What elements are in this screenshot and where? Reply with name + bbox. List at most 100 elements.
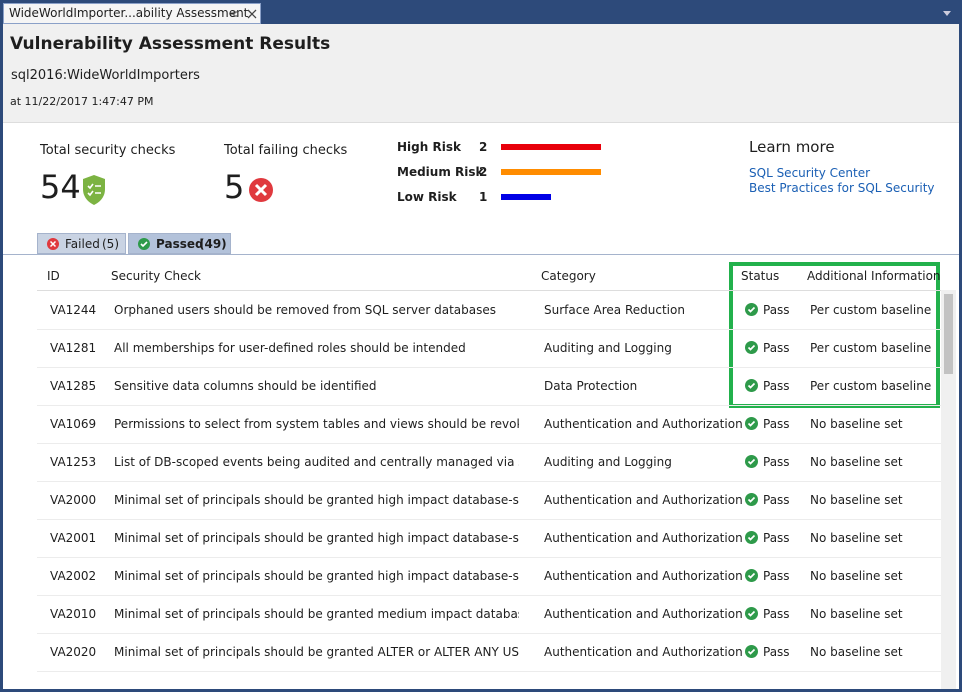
database-name: WideWorldImporters bbox=[67, 68, 200, 83]
link[interactable]: SQL Security Center bbox=[749, 166, 871, 180]
tab-title: WideWorldImporter...ability Assessment bbox=[9, 6, 249, 20]
link[interactable]: Best Practices for SQL Security bbox=[749, 181, 935, 195]
table-row: VA1069 Permissions to select from system … bbox=[37, 405, 941, 444]
failed-tab[interactable]: Failed (5) bbox=[37, 233, 126, 254]
cell: VA2001 bbox=[50, 531, 97, 545]
cell: VA1244 bbox=[50, 303, 97, 317]
cell: Minimal set of principals should be gran… bbox=[114, 569, 519, 583]
cell: VA2000 bbox=[50, 493, 97, 507]
cell: Orphaned users should be removed from SQ… bbox=[114, 303, 496, 317]
pass-icon bbox=[745, 379, 758, 392]
total-value: 54 bbox=[40, 168, 81, 206]
cell: No baseline set bbox=[810, 607, 903, 621]
status-text: Pass bbox=[763, 455, 790, 469]
highlight-box bbox=[729, 262, 940, 408]
pass-icon bbox=[745, 493, 758, 506]
shield-icon bbox=[83, 175, 105, 205]
cell: Authentication and Authorization bbox=[544, 645, 743, 659]
risk-label: Low Risk bbox=[397, 190, 457, 204]
table-row: VA2001 Minimal set of principals should b… bbox=[37, 519, 941, 558]
tab-label: Failed bbox=[65, 237, 100, 251]
divider bbox=[3, 254, 959, 255]
risk-bar bbox=[501, 169, 601, 175]
tab-label: Passed bbox=[156, 237, 204, 251]
column-header: Additional Information bbox=[807, 269, 941, 283]
cell: Minimal set of principals should be gran… bbox=[114, 645, 519, 659]
cell: Minimal set of principals should be gran… bbox=[114, 493, 519, 507]
dropdown-icon[interactable] bbox=[942, 10, 952, 18]
column-header: Status bbox=[741, 269, 780, 283]
cell: Surface Area Reduction bbox=[544, 303, 685, 317]
fail-icon bbox=[47, 238, 59, 250]
cell: VA2020 bbox=[50, 645, 97, 659]
table-row: VA2020 Minimal set of principals should b… bbox=[37, 633, 941, 672]
failing-label: Total failing checks bbox=[224, 143, 348, 158]
pass-icon bbox=[745, 341, 758, 354]
status-text: Pass bbox=[763, 341, 790, 355]
status-text: Pass bbox=[763, 645, 790, 659]
cell: Authentication and Authorization bbox=[544, 531, 743, 545]
pass-icon bbox=[745, 531, 758, 544]
risk-label: Medium Risk bbox=[397, 165, 484, 179]
cell: Authentication and Authorization bbox=[544, 569, 743, 583]
cell: Permissions to select from system tables… bbox=[114, 417, 519, 431]
table-row: VA2010 Minimal set of principals should b… bbox=[37, 595, 941, 634]
cell: VA1253 bbox=[50, 455, 97, 469]
status-text: Pass bbox=[763, 531, 790, 545]
table-row: VA1253 List of DB-scoped events being aud… bbox=[37, 443, 941, 482]
page-title: Vulnerability Assessment Results bbox=[10, 34, 331, 54]
cell: Sensitive data columns should be identif… bbox=[114, 379, 377, 393]
document-tab[interactable]: WideWorldImporter...ability Assessment bbox=[3, 3, 261, 24]
scroll-thumb[interactable] bbox=[944, 294, 953, 374]
pass-icon bbox=[745, 607, 758, 620]
column-header: Security Check bbox=[111, 269, 202, 283]
pass-icon bbox=[745, 645, 758, 658]
risk-count: 2 bbox=[479, 140, 488, 154]
cell: Data Protection bbox=[544, 379, 638, 393]
cell: Per custom baseline bbox=[810, 379, 932, 393]
cell: VA2010 bbox=[50, 607, 97, 621]
pass-icon bbox=[745, 569, 758, 582]
pass-icon bbox=[745, 455, 758, 468]
column-header: Category bbox=[541, 269, 596, 283]
passed-tab[interactable]: Passed (49) bbox=[128, 233, 231, 254]
cell: VA1285 bbox=[50, 379, 97, 393]
table-row: VA2002 Minimal set of principals should b… bbox=[37, 557, 941, 596]
pass-icon bbox=[745, 303, 758, 316]
cell: Authentication and Authorization bbox=[544, 417, 743, 431]
table-row: VA1244 Orphaned users should be removed f… bbox=[37, 291, 941, 330]
status-text: Pass bbox=[763, 379, 790, 393]
cell: VA1069 bbox=[50, 417, 97, 431]
tab-count: (5) bbox=[102, 237, 119, 251]
risk-count: 2 bbox=[479, 165, 488, 179]
cell: No baseline set bbox=[810, 531, 903, 545]
cell: No baseline set bbox=[810, 417, 903, 431]
scrollbar[interactable] bbox=[941, 290, 956, 689]
server-name: sql2016: bbox=[11, 68, 68, 83]
pass-icon bbox=[745, 417, 758, 430]
status-text: Pass bbox=[763, 569, 790, 583]
cell: Per custom baseline bbox=[810, 341, 932, 355]
cell: Auditing and Logging bbox=[544, 455, 672, 469]
risk-count: 1 bbox=[479, 190, 488, 204]
risk-label: High Risk bbox=[397, 140, 461, 154]
table-row: VA1285 Sensitive data columns should be i… bbox=[37, 367, 941, 406]
pass-icon bbox=[138, 238, 150, 250]
cell: No baseline set bbox=[810, 493, 903, 507]
cell: No baseline set bbox=[810, 455, 903, 469]
cell: VA1281 bbox=[50, 341, 97, 355]
failing-value: 5 bbox=[224, 168, 245, 206]
cell: Authentication and Authorization bbox=[544, 493, 743, 507]
cell: No baseline set bbox=[810, 569, 903, 583]
cell: Auditing and Logging bbox=[544, 341, 672, 355]
cell: Minimal set of principals should be gran… bbox=[114, 607, 519, 621]
learn-more-title: Learn more bbox=[749, 138, 835, 156]
cell: VA2002 bbox=[50, 569, 97, 583]
status-text: Pass bbox=[763, 493, 790, 507]
risk-bar bbox=[501, 194, 551, 200]
cell: Minimal set of principals should be gran… bbox=[114, 531, 519, 545]
cell: List of DB-scoped events being audited a… bbox=[114, 455, 519, 469]
status-text: Pass bbox=[763, 417, 790, 431]
table-header: ID Security Check Category Status Additional… bbox=[37, 262, 941, 291]
